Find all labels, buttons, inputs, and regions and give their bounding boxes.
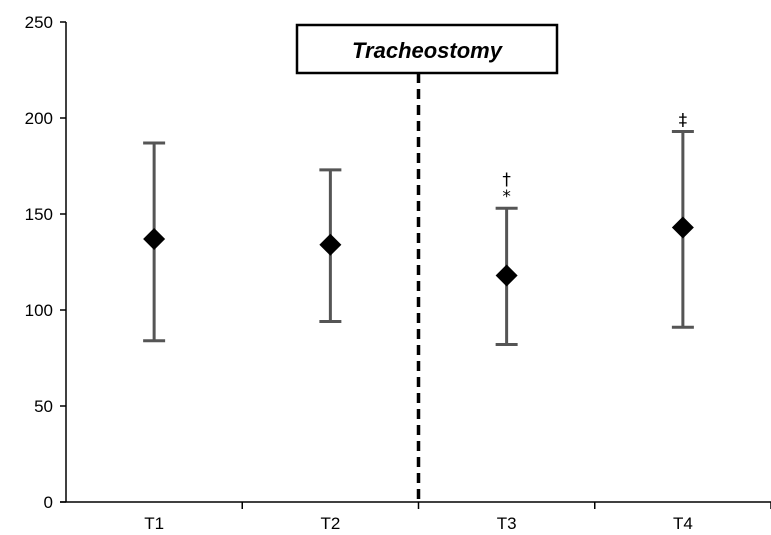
x-tick-label: T3	[497, 514, 517, 533]
y-tick-label: 100	[25, 301, 53, 320]
data-marks: †* ‡	[143, 110, 694, 347]
x-tick-label: T2	[320, 514, 340, 533]
y-tick-label: 0	[44, 493, 53, 512]
divider: Tracheostomy	[295, 23, 559, 505]
y-tick-label: 50	[34, 397, 53, 416]
data-point	[671, 216, 694, 239]
x-tick-label: T4	[673, 514, 693, 533]
significance-mark: *	[502, 187, 511, 207]
significance-mark: ‡	[679, 110, 688, 130]
x-tick-label: T1	[144, 514, 164, 533]
divider-label-box	[295, 23, 559, 75]
data-point	[143, 227, 166, 250]
y-tick-label: 250	[25, 13, 53, 32]
divider-label: Tracheostomy	[352, 38, 504, 63]
data-point	[319, 233, 342, 256]
axes: 0 50 100 150 200 250 T1 T2 T3 T4	[25, 13, 771, 533]
data-point	[495, 264, 518, 287]
y-tick-label: 150	[25, 205, 53, 224]
y-tick-label: 200	[25, 109, 53, 128]
significance-mark: †	[502, 170, 511, 190]
